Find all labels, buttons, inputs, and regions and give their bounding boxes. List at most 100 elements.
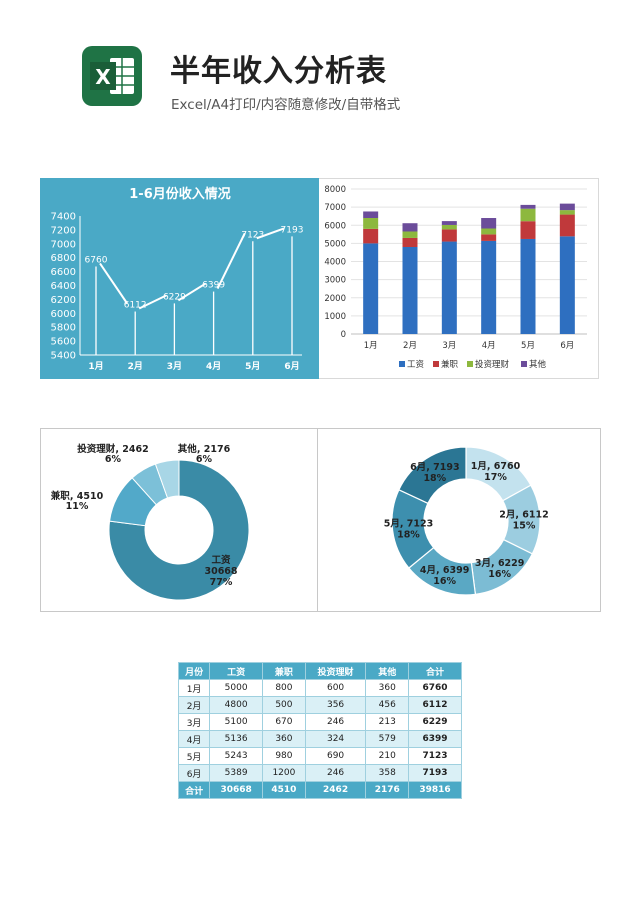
bar-segment: [520, 208, 536, 222]
y-tick-label: 6600: [51, 267, 76, 278]
table-cell: 3月: [177, 713, 211, 731]
col-header: 投资理财: [304, 662, 367, 680]
table-cell: 358: [365, 764, 410, 782]
slice-label: 4月: [420, 565, 436, 576]
table-cell: 456: [365, 696, 410, 714]
bar-segment: [481, 228, 497, 235]
bar-segment: [402, 231, 418, 238]
table-cell: 579: [365, 730, 410, 748]
slice-value: 30668: [204, 566, 237, 577]
slice-label-line: 其他, 2176: [178, 443, 231, 455]
slice-percent: 77%: [210, 577, 233, 588]
table-cell: 6760: [408, 679, 462, 697]
slice-value: 6229: [498, 558, 524, 569]
legend-label: 其他: [529, 359, 547, 370]
bar-chart-panel: 8000 7000 6000 5000 4000 3000 2000 1000 0 1月 2月 3月 4…: [319, 178, 599, 379]
table-cell: 360: [365, 679, 410, 697]
slice-label-line: 投资理财, 2462: [77, 443, 148, 455]
x-tick-label: 2月: [403, 341, 417, 351]
slice-label-sep: ,: [400, 518, 407, 529]
slice-label: 其他: [178, 443, 198, 455]
x-tick-label: 4月: [482, 341, 496, 351]
x-tick-label: 2月: [128, 361, 143, 372]
table-cell: 5000: [209, 679, 264, 697]
slice-label-line: 6月, 7193: [410, 462, 460, 473]
table-cell: 360: [262, 730, 306, 748]
table-cell: 5243: [209, 747, 264, 765]
slice-label-line: 1月, 6760: [471, 461, 521, 472]
y-tick-label: 7200: [51, 225, 76, 236]
table-row: 6月 5389 1200 246 358 7193: [177, 764, 462, 782]
table-cell: 1月: [177, 679, 211, 697]
category-donut-panel: 工资 30668 77% 兼职, 4510 11% 投资理财, 2462 6% 其他, 217…: [40, 428, 318, 612]
data-label: 6112: [124, 301, 147, 311]
table-header-row: 月份 工资 兼职 投资理财 其他 合计: [177, 662, 462, 680]
bar-segment: [559, 210, 575, 215]
bar-segment: [441, 224, 457, 230]
bar-segment: [481, 234, 497, 241]
y-tick-label: 7000: [51, 239, 76, 250]
y-tick-label: 6200: [51, 295, 76, 306]
line-segment: [177, 282, 207, 302]
logo-letter: X: [95, 65, 111, 89]
data-label: 6229: [163, 292, 186, 302]
legend-swatch: [521, 361, 527, 367]
bar-segment: [363, 243, 379, 334]
page-title: 半年收入分析表: [170, 54, 387, 89]
slice-percent: 16%: [488, 569, 511, 580]
table-cell: 690: [304, 747, 367, 765]
table-cell: 4510: [262, 781, 306, 799]
table-row: 4月 5136 360 324 579 6399: [177, 730, 462, 748]
x-tick-label: 5月: [245, 361, 260, 372]
y-tick-label: 8000: [324, 185, 346, 195]
table-row: 1月 5000 800 600 360 6760: [177, 679, 462, 697]
bar-segment: [441, 241, 457, 334]
line-chart-title: 1-6月份收入情况: [129, 186, 231, 202]
y-tick-label: 4000: [324, 258, 346, 268]
slice-percent: 17%: [484, 472, 507, 483]
slice-label: 投资理财: [77, 443, 116, 455]
table-cell: 4月: [177, 730, 211, 748]
col-header: 月份: [177, 662, 211, 680]
table-cell: 7123: [408, 747, 462, 765]
slice-label-sep: ,: [515, 510, 522, 521]
y-tick-label: 5400: [51, 351, 76, 362]
x-tick-label: 1月: [88, 361, 103, 372]
data-label: 7123: [241, 230, 264, 240]
table-cell: 39816: [408, 781, 462, 799]
legend-swatch: [467, 361, 473, 367]
table-cell: 5100: [209, 713, 264, 731]
table-cell: 30668: [209, 781, 264, 799]
bar-segment: [402, 237, 418, 247]
col-header: 合计: [408, 662, 462, 680]
slice-label: 2月: [499, 510, 515, 521]
slice-label-line: 5月, 7123: [384, 518, 434, 529]
table-cell: 4800: [209, 696, 264, 714]
slice-label: 兼职: [50, 490, 71, 502]
bar-segment: [559, 203, 575, 211]
y-tick-label: 6000: [51, 309, 76, 320]
legend-swatch: [399, 361, 405, 367]
slice-label-sep: ,: [436, 565, 443, 576]
y-tick-label: 5600: [51, 337, 76, 348]
slice-value: 7193: [433, 462, 459, 473]
y-tick-label: 5800: [51, 323, 76, 334]
table-cell: 800: [262, 679, 306, 697]
income-table: 月份 工资 兼职 投资理财 其他 合计 1月 5000 800 600 360 6760 2…: [177, 662, 462, 799]
slice-label: 工资: [211, 554, 231, 566]
slice-percent: 11%: [66, 501, 89, 512]
y-tick-label: 2000: [324, 294, 346, 304]
slice-value: 6399: [443, 565, 469, 576]
slice-percent: 18%: [423, 473, 446, 484]
slice-percent: 6%: [196, 454, 213, 465]
bar-segment: [520, 221, 536, 239]
table-cell: 2462: [304, 781, 367, 799]
y-tick-label: 6400: [51, 281, 76, 292]
table-cell: 210: [365, 747, 410, 765]
page-subtitle: Excel/A4打印/内容随意修改/自带格式: [171, 97, 401, 113]
legend-label: 工资: [407, 359, 425, 370]
slice-value: 6760: [494, 461, 521, 472]
line-segment: [99, 262, 129, 305]
x-tick-label: 6月: [284, 361, 299, 372]
